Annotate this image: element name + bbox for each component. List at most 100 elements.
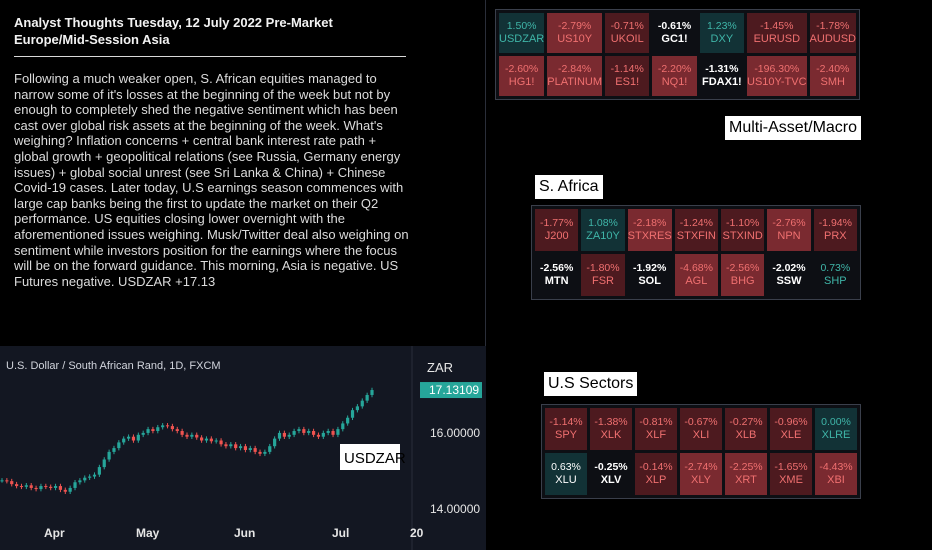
candle-body: [190, 434, 194, 437]
ticker-tile-smh[interactable]: -2.40% SMH: [809, 56, 856, 96]
ticker-tile-xlf[interactable]: -0.81% XLF: [635, 408, 677, 450]
ticker-symbol: US10Y-TVC: [747, 76, 807, 88]
ticker-symbol: STXRES: [627, 230, 672, 242]
candle-body: [331, 431, 335, 435]
ticker-tile-xlk[interactable]: -1.38% XLK: [590, 408, 632, 450]
ticker-tile-us10y-tvc[interactable]: -196.30% US10Y-TVC: [747, 56, 807, 96]
ticker-tile-gc1-[interactable]: -0.61% GC1!: [652, 13, 696, 53]
ticker-change: 1.50%: [506, 20, 537, 32]
ticker-tile-xrt[interactable]: -2.25% XRT: [725, 453, 767, 495]
candle-body: [63, 489, 67, 492]
macro-tiles: 1.50% USDZAR -2.79% US10Y -0.71% UKOIL -0.61% G…: [495, 9, 860, 100]
ticker-symbol: HG1!: [508, 76, 535, 88]
ticker-symbol: XBI: [827, 474, 845, 486]
candle-body: [126, 436, 131, 439]
candle-body: [73, 482, 77, 488]
ticker-tile-es1-[interactable]: -1.14% ES1!: [605, 56, 650, 96]
ticker-symbol: PLATINUM: [547, 76, 603, 88]
ticker-tile-ssw[interactable]: -2.02% SSW: [767, 254, 810, 296]
ticker-change: 0.63%: [551, 461, 581, 473]
chart-caption: U.S. Dollar / South African Rand, 1D, FX…: [6, 360, 221, 372]
ticker-tile-shp[interactable]: 0.73% SHP: [814, 254, 857, 296]
ticker-tile-us10y[interactable]: -2.79% US10Y: [547, 13, 603, 53]
candle-body: [131, 436, 136, 441]
ticker-change: 1.08%: [588, 217, 618, 229]
ticker-tile-usdzar[interactable]: 1.50% USDZAR: [499, 13, 545, 53]
candle-body: [238, 446, 243, 449]
ticker-tile-spy[interactable]: -1.14% SPY: [545, 408, 587, 450]
ticker-symbol: STXFIN: [676, 230, 716, 242]
ticker-tile-xlb[interactable]: -0.27% XLB: [725, 408, 767, 450]
candle-body: [341, 423, 345, 430]
ticker-symbol: DXY: [710, 33, 734, 45]
candle-body: [219, 440, 223, 445]
ticker-tile-bhg[interactable]: -2.56% BHG: [721, 254, 765, 296]
candle-body: [180, 431, 184, 435]
ticker-change: -2.74%: [684, 461, 718, 473]
macro-label: Multi-Asset/Macro: [725, 116, 862, 140]
ticker-symbol: NPN: [777, 230, 801, 242]
ticker-tile-prx[interactable]: -1.94% PRX: [813, 209, 857, 251]
ticker-tile-ukoil[interactable]: -0.71% UKOIL: [605, 13, 650, 53]
ticker-change: -1.65%: [774, 461, 808, 473]
y-tick-label: 16.00000: [430, 426, 480, 440]
ticker-change: -1.92%: [633, 262, 667, 274]
ticker-tile-stxfin[interactable]: -1.24% STXFIN: [674, 209, 718, 251]
candle-body: [161, 425, 165, 428]
usdzar-chart[interactable]: 16.00000 14.00000 ZAR 17.13109 Apr May Jun Jul 2…: [0, 346, 486, 550]
ticker-tile-za10y[interactable]: 1.08% ZA10Y: [581, 209, 625, 251]
ticker-tile-stxind[interactable]: -1.10% STXIND: [721, 209, 765, 251]
ticker-change: -2.56%: [726, 262, 760, 274]
candle-body: [263, 451, 267, 454]
ticker-tile-mtn[interactable]: -2.56% MTN: [535, 254, 578, 296]
ticker-symbol: STXIND: [722, 230, 763, 242]
ticker-tile-xlv[interactable]: -0.25% XLV: [590, 453, 632, 495]
candle-body: [229, 444, 233, 447]
ticker-tile-xlre[interactable]: 0.00% XLRE: [815, 408, 857, 450]
ticker-tile-fdax1-[interactable]: -1.31% FDAX1!: [700, 56, 744, 96]
candle-body: [282, 432, 286, 437]
candle-body: [97, 467, 101, 475]
candle-body: [200, 437, 204, 441]
ticker-tile-xlu[interactable]: 0.63% XLU: [545, 453, 587, 495]
candle-body: [78, 480, 82, 483]
candle-body: [204, 438, 209, 441]
candle-body: [34, 487, 38, 490]
ticker-tile-xbi[interactable]: -4.43% XBI: [815, 453, 857, 495]
ticker-tile-agl[interactable]: -4.68% AGL: [674, 254, 718, 296]
ticker-tile-xle[interactable]: -0.96% XLE: [770, 408, 812, 450]
candle-body: [277, 432, 282, 439]
ticker-tile-audusd[interactable]: -1.78% AUDUSD: [809, 13, 856, 53]
ticker-tile-hg1-[interactable]: -2.60% HG1!: [499, 56, 545, 96]
ticker-tile-platinum[interactable]: -2.84% PLATINUM: [547, 56, 603, 96]
candle-body: [151, 429, 155, 432]
ticker-tile-fsr[interactable]: -1.80% FSR: [581, 254, 625, 296]
ticker-symbol: XLRE: [821, 429, 851, 441]
ticker-symbol: EURUSD: [753, 33, 801, 45]
ticker-tile-nq1-[interactable]: -2.20% NQ1!: [652, 56, 697, 96]
candle-body: [302, 429, 306, 433]
ticker-symbol: MTN: [544, 275, 569, 287]
usdzar-chart-svg[interactable]: 16.00000 14.00000 ZAR 17.13109 Apr May Jun Jul 2…: [0, 346, 486, 550]
ticker-change: -2.79%: [558, 20, 592, 32]
ticker-tile-xme[interactable]: -1.65% XME: [770, 453, 812, 495]
ticker-tile-dxy[interactable]: 1.23% DXY: [699, 13, 745, 53]
candle-body: [49, 486, 53, 488]
ticker-tile-xlp[interactable]: -0.14% XLP: [635, 453, 677, 495]
ticker-tile-j200[interactable]: -1.77% J200: [535, 209, 579, 251]
ticker-change: -2.02%: [772, 262, 806, 274]
currency-label: ZAR: [427, 360, 453, 375]
candle-body: [165, 425, 170, 427]
ticker-tile-stxres[interactable]: -2.18% STXRES: [627, 209, 672, 251]
ticker-change: -4.43%: [819, 461, 853, 473]
ticker-symbol: XLF: [645, 429, 667, 441]
ticker-symbol: AGL: [685, 275, 708, 287]
ticker-tile-xli[interactable]: -0.67% XLI: [680, 408, 722, 450]
candle-body: [311, 431, 316, 435]
ticker-tile-npn[interactable]: -2.76% NPN: [767, 209, 811, 251]
ticker-change: -1.78%: [816, 20, 850, 32]
candle-body: [175, 429, 179, 432]
ticker-tile-xly[interactable]: -2.74% XLY: [680, 453, 722, 495]
ticker-tile-sol[interactable]: -1.92% SOL: [628, 254, 672, 296]
ticker-tile-eurusd[interactable]: -1.45% EURUSD: [747, 13, 807, 53]
